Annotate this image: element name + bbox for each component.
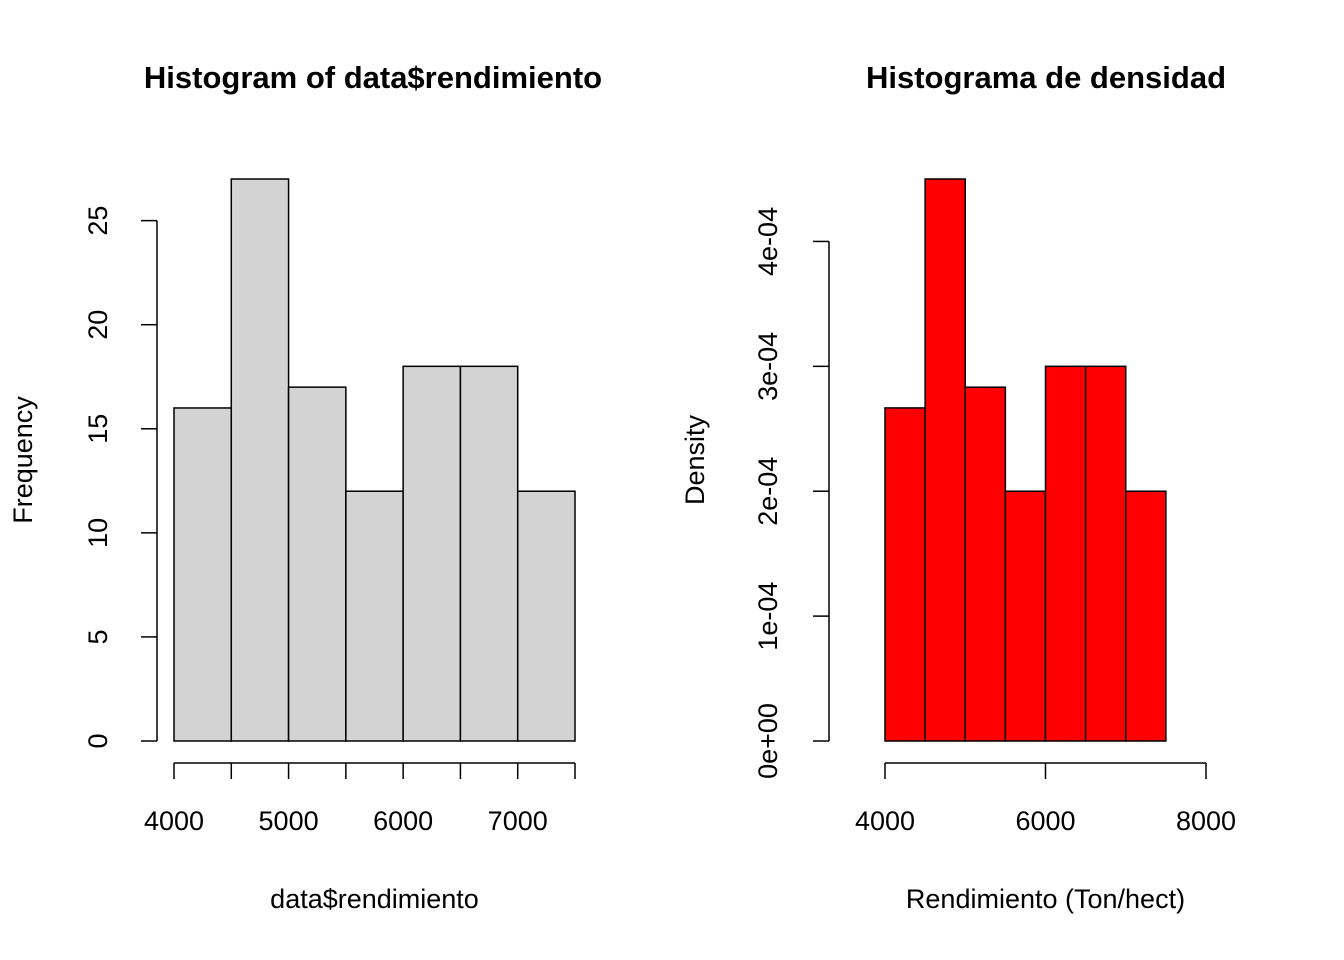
y-tick-label: 2e-04 xyxy=(753,457,783,526)
y-tick-label: 15 xyxy=(83,414,113,444)
bar xyxy=(964,386,1007,742)
x-tick-label: 6000 xyxy=(373,806,433,836)
y-tick-label: 0 xyxy=(83,733,113,748)
x-axis-label: data$rendimiento xyxy=(270,884,479,914)
bar xyxy=(345,490,404,742)
y-tick-label: 1e-04 xyxy=(753,582,783,651)
y-tick-label: 20 xyxy=(83,310,113,340)
y-tick-label: 3e-04 xyxy=(753,332,783,401)
x-tick-label: 5000 xyxy=(259,806,319,836)
bar xyxy=(884,407,926,742)
bar xyxy=(516,490,576,742)
chart-title: Histogram of data$rendimiento xyxy=(144,60,602,95)
bar xyxy=(1044,365,1087,742)
bar xyxy=(287,386,347,742)
y-tick-label: 5 xyxy=(83,629,113,644)
bar xyxy=(459,365,519,742)
bar xyxy=(173,407,233,742)
chart-title: Histograma de densidad xyxy=(866,60,1226,95)
x-tick-label: 8000 xyxy=(1176,806,1236,836)
x-axis-label: Rendimiento (Ton/hect) xyxy=(906,884,1185,914)
x-tick-label: 7000 xyxy=(488,806,548,836)
y-axis-label: Density xyxy=(680,414,710,505)
bar xyxy=(230,178,290,742)
bar xyxy=(1125,490,1167,742)
x-tick-label: 4000 xyxy=(144,806,204,836)
y-tick-label: 0e+00 xyxy=(753,703,783,779)
bar xyxy=(1004,490,1047,742)
y-axis-label: Frequency xyxy=(8,396,38,524)
x-tick-label: 4000 xyxy=(855,806,915,836)
y-tick-label: 25 xyxy=(83,206,113,236)
bar xyxy=(402,365,462,742)
bar xyxy=(924,178,966,742)
x-tick-label: 6000 xyxy=(1015,806,1075,836)
y-tick-label: 4e-04 xyxy=(753,207,783,276)
y-tick-label: 10 xyxy=(83,518,113,548)
bar xyxy=(1084,365,1127,742)
